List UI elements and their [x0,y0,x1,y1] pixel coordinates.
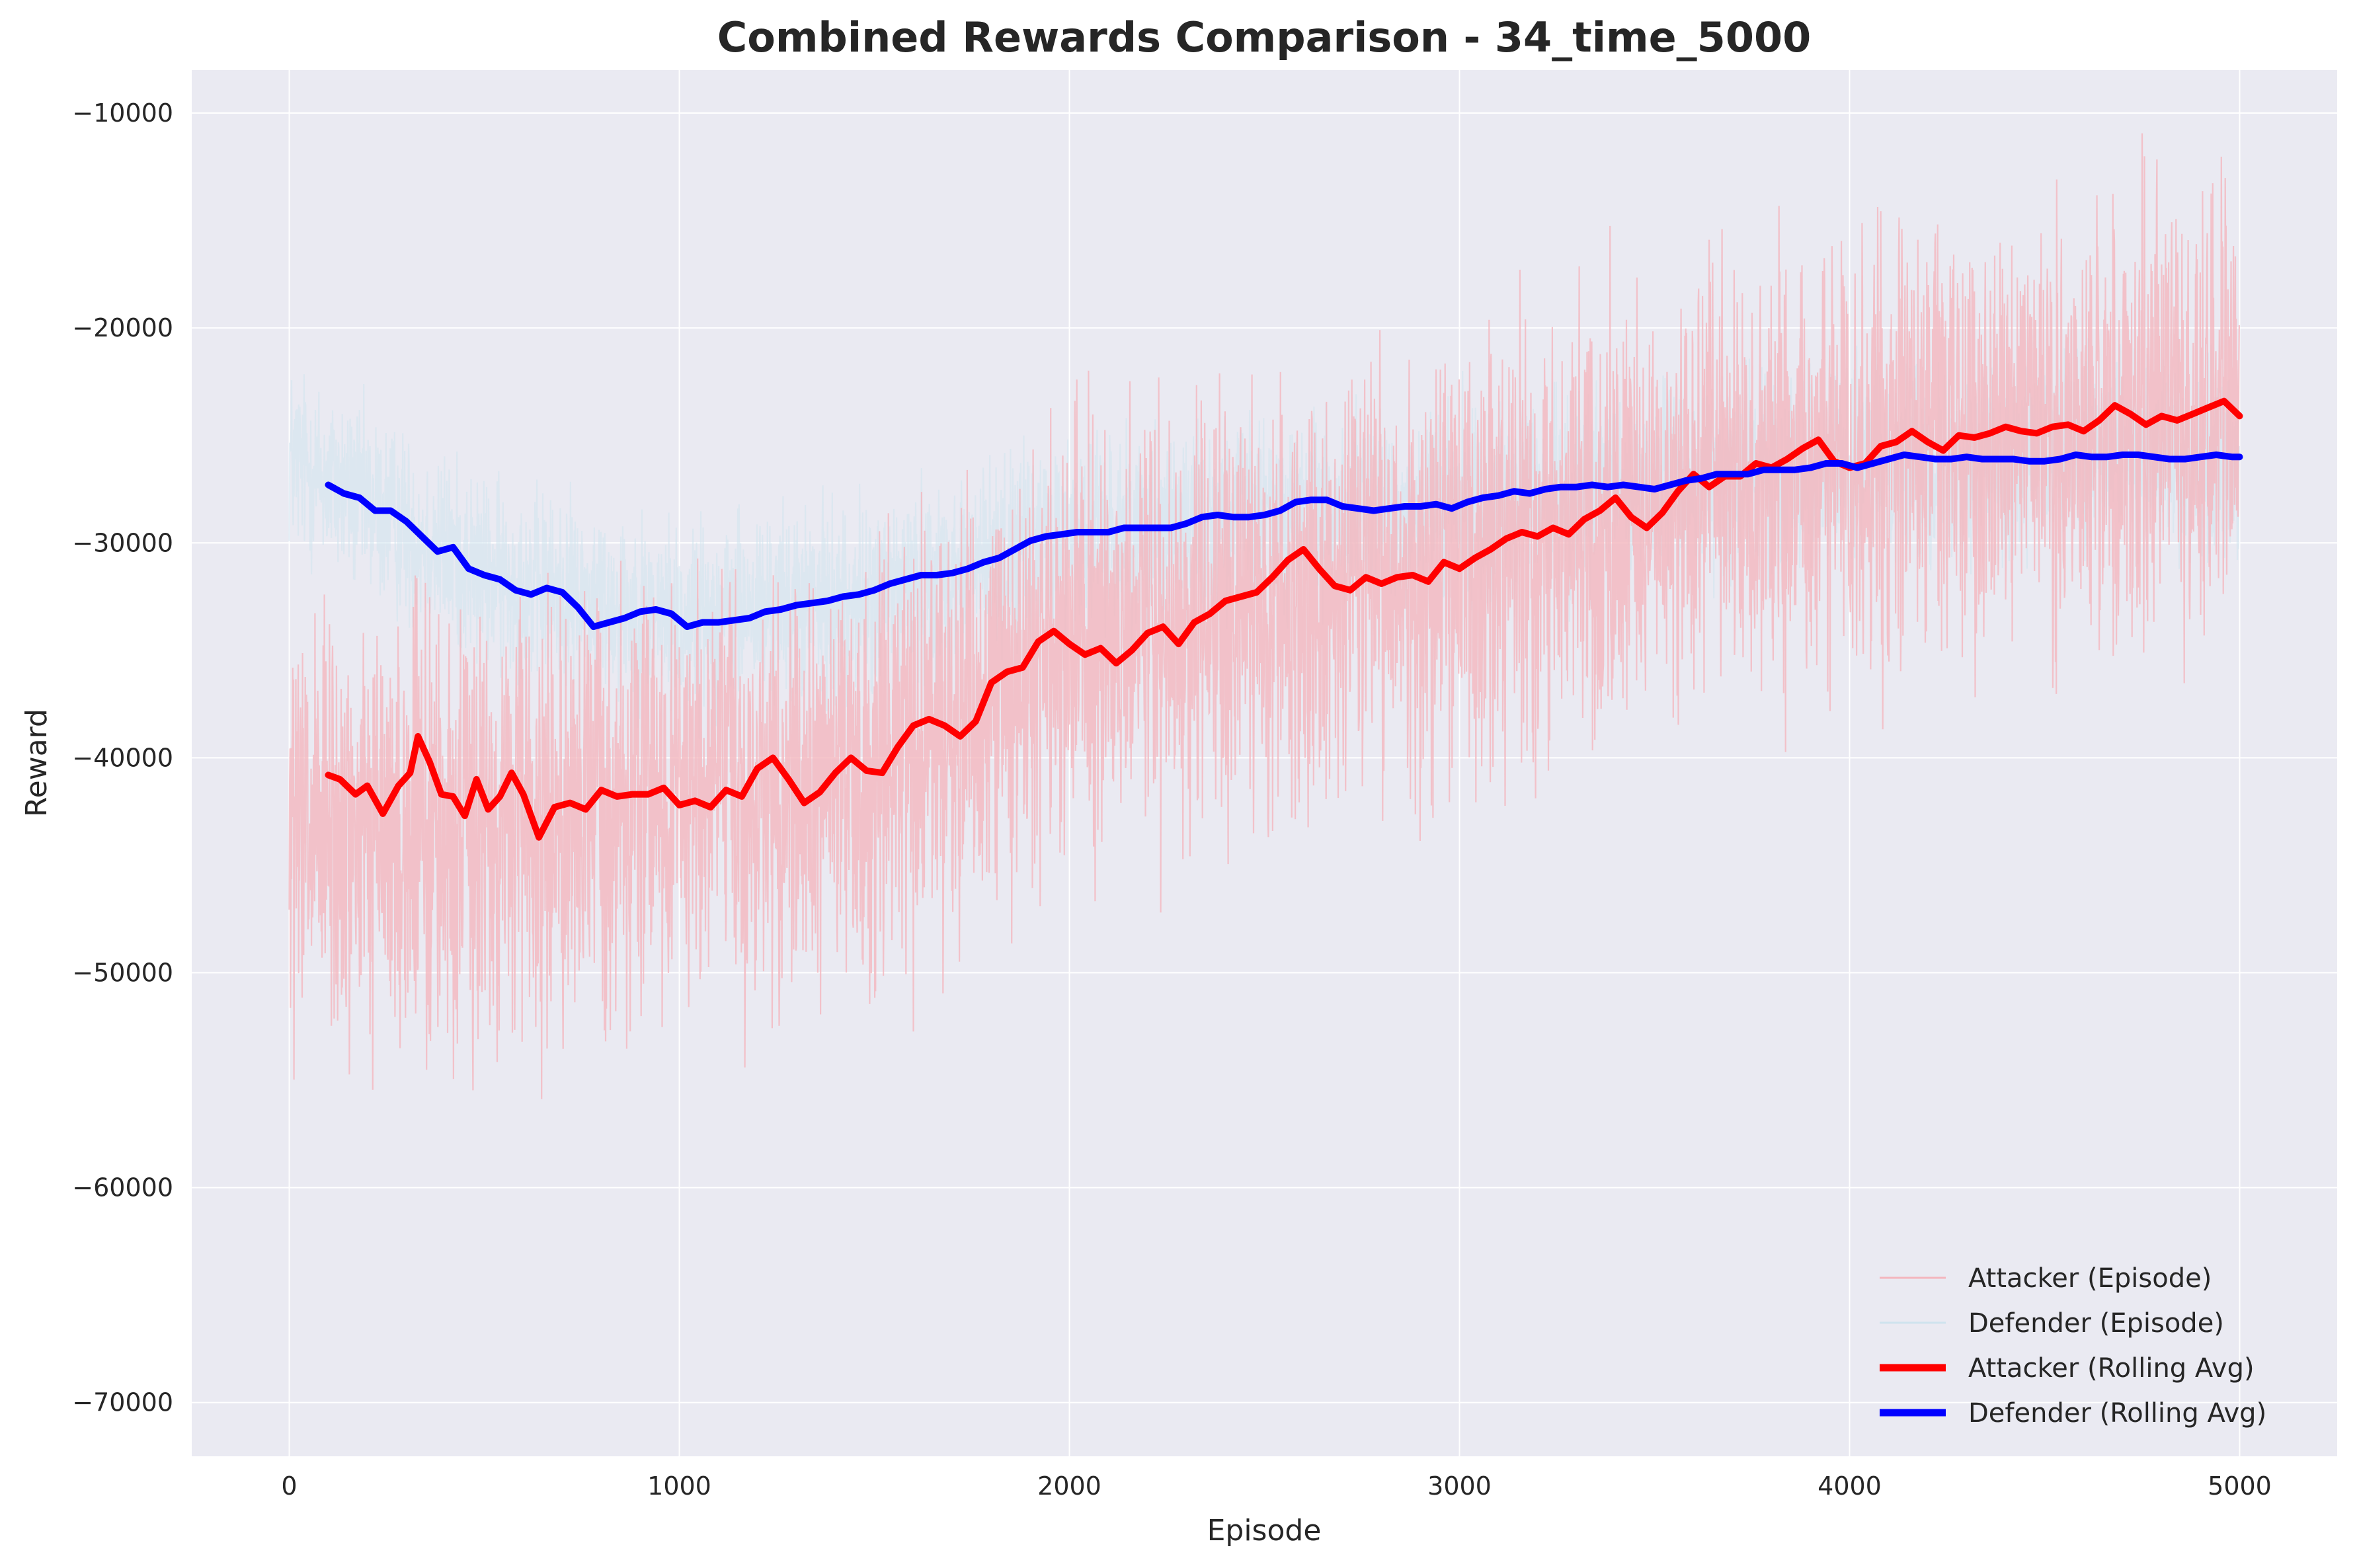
defender-rolling-line [325,451,2243,631]
chart-title: Combined Rewards Comparison - 34_time_50… [717,13,1812,61]
x-tick-label: 3000 [1427,1471,1492,1501]
x-tick-label: 2000 [1037,1471,1101,1501]
x-tick-label: 4000 [1818,1471,1882,1501]
y-tick-label: −70000 [72,1388,173,1417]
attacker-rolling-line [325,397,2243,841]
y-tick-label: −30000 [72,528,173,557]
legend-label-attacker-rolling: Attacker (Rolling Avg) [1968,1353,2255,1384]
x-axis-label: Episode [1207,1514,1322,1548]
legend-label-defender-episode: Defender (Episode) [1968,1308,2224,1339]
x-tick-label: 1000 [647,1471,711,1501]
y-tick-label: −40000 [72,743,173,772]
tick-labels: 0 1000 2000 3000 4000 5000 −10000 −20000 −30000 −… [72,98,2272,1501]
legend: Attacker (Episode) Defender (Episode) At… [1880,1263,2266,1429]
legend-label-defender-rolling: Defender (Rolling Avg) [1968,1398,2266,1429]
plot-area [192,70,2337,1456]
y-tick-label: −20000 [72,313,173,342]
y-tick-label: −10000 [72,98,173,128]
x-tick-label: 0 [281,1471,297,1501]
x-tick-label: 5000 [2208,1471,2272,1501]
y-axis-label: Reward [20,709,54,817]
rolling-average-series [325,397,2243,841]
y-tick-label: −50000 [72,958,173,987]
legend-label-attacker-episode: Attacker (Episode) [1968,1263,2212,1294]
y-tick-label: −60000 [72,1173,173,1202]
